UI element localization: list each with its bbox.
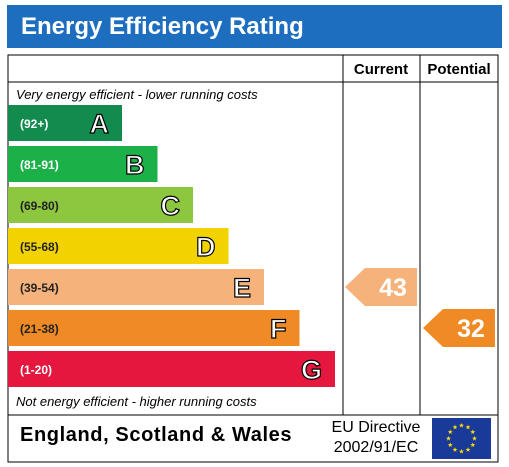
band-range-b: (81-91)	[20, 158, 59, 172]
page-title: Energy Efficiency Rating	[21, 13, 304, 40]
band-letter-g: G	[301, 355, 322, 385]
eu-star	[452, 424, 458, 430]
eu-star	[452, 447, 458, 452]
potential-column-header: Potential	[427, 61, 490, 78]
eu-star	[447, 442, 453, 448]
eu-star	[459, 448, 464, 454]
band-range-d: (55-68)	[20, 240, 59, 254]
potential-rating-arrow: 32	[423, 309, 495, 347]
band-letter-f: F	[270, 314, 287, 344]
band-range-e: (39-54)	[20, 281, 59, 295]
band-e: (39-54) E	[8, 269, 264, 305]
band-letter-d: D	[196, 232, 216, 262]
band-letter-c: C	[161, 191, 181, 221]
band-bar-a	[8, 105, 122, 141]
band-letter-a: A	[90, 109, 110, 139]
band-d: (55-68) D	[8, 228, 229, 264]
rating-bands: (92+) A (81-91) B (69-80) C (55-68) D (39-54) E (2…	[8, 105, 335, 387]
eu-flag-icon	[432, 418, 491, 459]
band-b: (81-91) B	[8, 146, 158, 182]
band-bar-e	[8, 269, 264, 305]
eu-star	[446, 435, 451, 441]
band-range-a: (92+)	[20, 117, 48, 131]
potential-rating-value: 32	[457, 315, 485, 343]
band-bar-b	[8, 146, 158, 182]
band-a: (92+) A	[8, 105, 122, 141]
band-c: (69-80) C	[8, 187, 193, 223]
current-column-header: Current	[354, 61, 408, 78]
eu-star	[470, 442, 476, 448]
current-rating-arrow: 43	[345, 268, 417, 306]
eu-star	[465, 447, 471, 452]
eu-directive: EU Directive 2002/91/EC	[326, 418, 426, 458]
eu-star	[465, 424, 471, 430]
potential-arrow-shape	[423, 309, 495, 347]
eu-directive-line2: 2002/91/EC	[333, 439, 419, 456]
band-range-g: (1-20)	[20, 363, 52, 377]
inefficient-note: Not energy efficient - higher running co…	[16, 394, 257, 409]
current-arrow-shape	[345, 268, 417, 306]
eu-star	[459, 422, 464, 428]
rating-arrows: 43 32	[345, 268, 495, 347]
eu-star	[470, 429, 476, 435]
band-g: (1-20) G	[8, 351, 335, 387]
current-rating-value: 43	[379, 274, 407, 302]
band-letter-e: E	[233, 273, 251, 303]
title-bar: Energy Efficiency Rating	[7, 5, 502, 48]
region-label: England, Scotland & Wales	[20, 424, 293, 446]
band-range-f: (21-38)	[20, 322, 59, 336]
band-bar-g	[8, 351, 335, 387]
band-letter-b: B	[125, 150, 145, 180]
band-f: (21-38) F	[8, 310, 300, 346]
eu-star	[472, 435, 477, 441]
band-bar-c	[8, 187, 193, 223]
band-bar-d	[8, 228, 229, 264]
band-bar-f	[8, 310, 300, 346]
eu-directive-line1: EU Directive	[331, 419, 421, 436]
efficient-note: Very energy efficient - lower running co…	[16, 87, 258, 102]
eu-star	[447, 429, 453, 435]
band-range-c: (69-80)	[20, 199, 59, 213]
